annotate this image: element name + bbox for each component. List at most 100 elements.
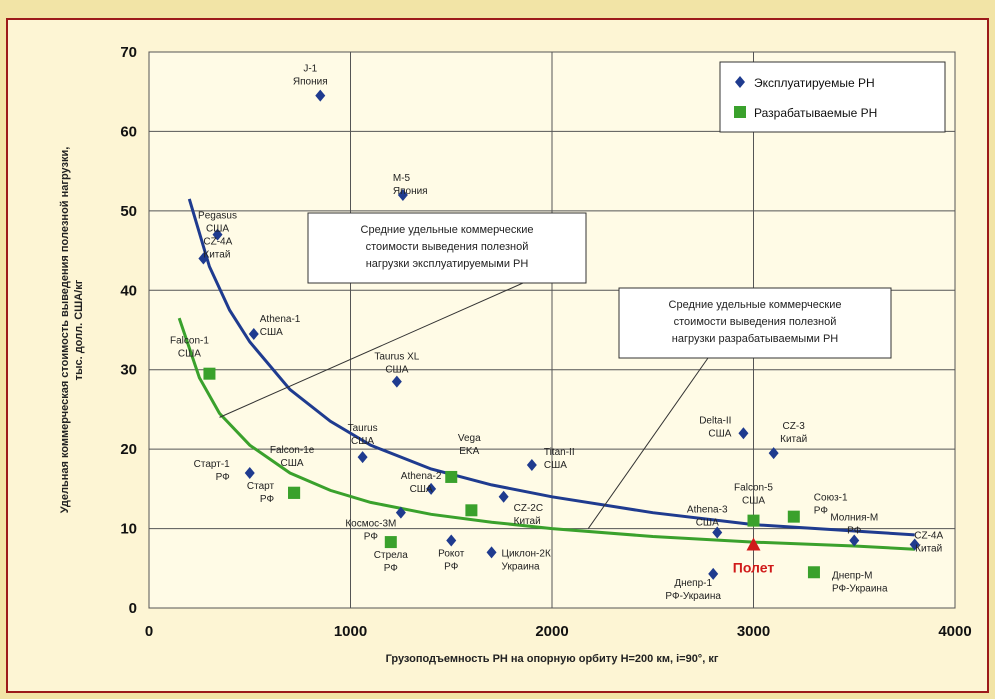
- data-point-operational: [446, 534, 457, 547]
- annotation-text: нагрузки эксплуатируемыми РН: [366, 258, 529, 270]
- data-point-operational: [708, 567, 719, 580]
- point-label: США: [696, 518, 719, 529]
- data-point-operational: [738, 427, 749, 440]
- point-label: США: [708, 428, 731, 439]
- point-label: РФ: [260, 494, 275, 505]
- chart-frame: 0 1000 2000 3000 4000 0 10 20 30 40 50 60 70 Средние…: [6, 18, 989, 693]
- point-label: Falcon-1e: [270, 445, 315, 456]
- point-label: США: [351, 436, 374, 447]
- point-label: РФ: [444, 561, 459, 572]
- point-label: США: [410, 484, 433, 495]
- annotation-text: Средние удельные коммерческие: [361, 224, 534, 236]
- point-label: РФ: [814, 506, 829, 517]
- x-tick-label: 1000: [334, 623, 367, 640]
- point-label: Украина: [502, 561, 541, 572]
- data-point-operational: [498, 490, 509, 503]
- point-label: Китай: [780, 434, 807, 445]
- point-label: Titan-II: [544, 447, 575, 458]
- legend-label: Разрабатываемые РН: [754, 106, 877, 120]
- x-tick-label: 4000: [938, 623, 971, 640]
- y-axis-title-line: тыс. долл. США/кг: [73, 279, 85, 380]
- point-label: Старт: [247, 481, 275, 492]
- trend-curve: [187, 198, 915, 537]
- point-label: Taurus XL: [374, 352, 419, 363]
- data-point-developing: [445, 470, 458, 483]
- point-label: Китай: [915, 543, 942, 554]
- data-point-operational: [486, 546, 497, 559]
- annotation-text: стоимости выведения полезной: [366, 241, 529, 253]
- y-tick-label: 0: [129, 600, 137, 617]
- point-label: Стрела: [374, 550, 408, 561]
- data-point-developing: [747, 514, 760, 527]
- data-point-developing: [465, 504, 478, 517]
- point-label: Pegasus: [198, 211, 237, 222]
- y-tick-label: 70: [120, 44, 137, 61]
- point-label: РФ-Украина: [832, 583, 888, 594]
- launch-cost-chart: 0 1000 2000 3000 4000 0 10 20 30 40 50 60 70 Средние…: [59, 44, 972, 665]
- point-label: Рокот: [438, 548, 465, 559]
- data-point-developing: [787, 510, 800, 523]
- annotation-text: стоимости выведения полезной: [674, 316, 837, 328]
- point-label: США: [178, 349, 201, 360]
- y-tick-label: 60: [120, 123, 137, 140]
- point-label: CZ-4A: [203, 237, 232, 248]
- data-point-operational: [909, 538, 920, 551]
- y-tick-label: 40: [120, 282, 137, 299]
- point-label: Днепр-1: [674, 578, 712, 589]
- point-label: США: [385, 365, 408, 376]
- point-label: РФ: [216, 472, 231, 483]
- x-tick-label: 2000: [535, 623, 568, 640]
- y-tick-label: 20: [120, 441, 137, 458]
- point-label: Япония: [293, 77, 328, 88]
- data-point-operational: [198, 252, 209, 265]
- point-label: Vega: [458, 433, 481, 444]
- data-point-operational: [426, 482, 437, 495]
- y-tick-label: 30: [120, 362, 137, 379]
- point-label: CZ-4A: [914, 530, 943, 541]
- annotation-pointer: [587, 357, 709, 529]
- point-label: CZ-2C: [514, 503, 543, 514]
- annotation-box: [307, 212, 587, 284]
- point-label: Athena-1: [260, 314, 301, 325]
- point-label: США: [281, 458, 304, 469]
- data-point-operational: [395, 506, 406, 519]
- annotation-pointer: [219, 282, 524, 418]
- point-label: Athena-2: [401, 471, 442, 482]
- point-label: Циклон-2К: [502, 548, 551, 559]
- point-label: Старт-1: [194, 459, 231, 470]
- data-point-developing: [203, 367, 216, 380]
- y-tick-label: 10: [120, 521, 137, 538]
- data-point-operational: [315, 89, 326, 102]
- point-label: РФ: [364, 532, 379, 543]
- legend-marker: [735, 76, 745, 88]
- data-point-operational: [712, 526, 723, 539]
- y-tick-label: 50: [120, 203, 137, 220]
- point-label: Космос-3М: [345, 519, 396, 530]
- x-tick-label: 0: [145, 623, 153, 640]
- data-point-operational: [397, 188, 408, 201]
- point-label: Союз-1: [814, 493, 848, 504]
- point-label: CZ-3: [783, 421, 806, 432]
- point-label: Китай: [203, 250, 230, 261]
- highlight-point: [746, 537, 761, 551]
- point-label: M-5: [393, 173, 411, 184]
- point-label: РФ: [847, 525, 862, 536]
- data-point-operational: [212, 228, 223, 241]
- x-axis-title: Грузоподъемность РН на опорную орбиту H=…: [386, 653, 719, 665]
- data-point-operational: [391, 375, 402, 388]
- point-label: Falcon-5: [734, 483, 773, 494]
- point-label: США: [206, 224, 229, 235]
- data-point-operational: [849, 534, 860, 547]
- point-label: Япония: [393, 186, 428, 197]
- x-tick-label: 3000: [737, 623, 770, 640]
- point-label: РФ: [384, 563, 399, 574]
- point-label: Athena-3: [687, 505, 728, 516]
- annotation-text: Средние удельные коммерческие: [669, 299, 842, 311]
- point-label: США: [544, 460, 567, 471]
- annotation-box: [618, 287, 892, 359]
- highlight-label: Полет: [733, 559, 775, 575]
- data-point-operational: [248, 327, 259, 340]
- data-point-operational: [244, 466, 255, 479]
- point-label: РФ-Украина: [665, 591, 721, 602]
- point-label: EKA: [459, 446, 479, 457]
